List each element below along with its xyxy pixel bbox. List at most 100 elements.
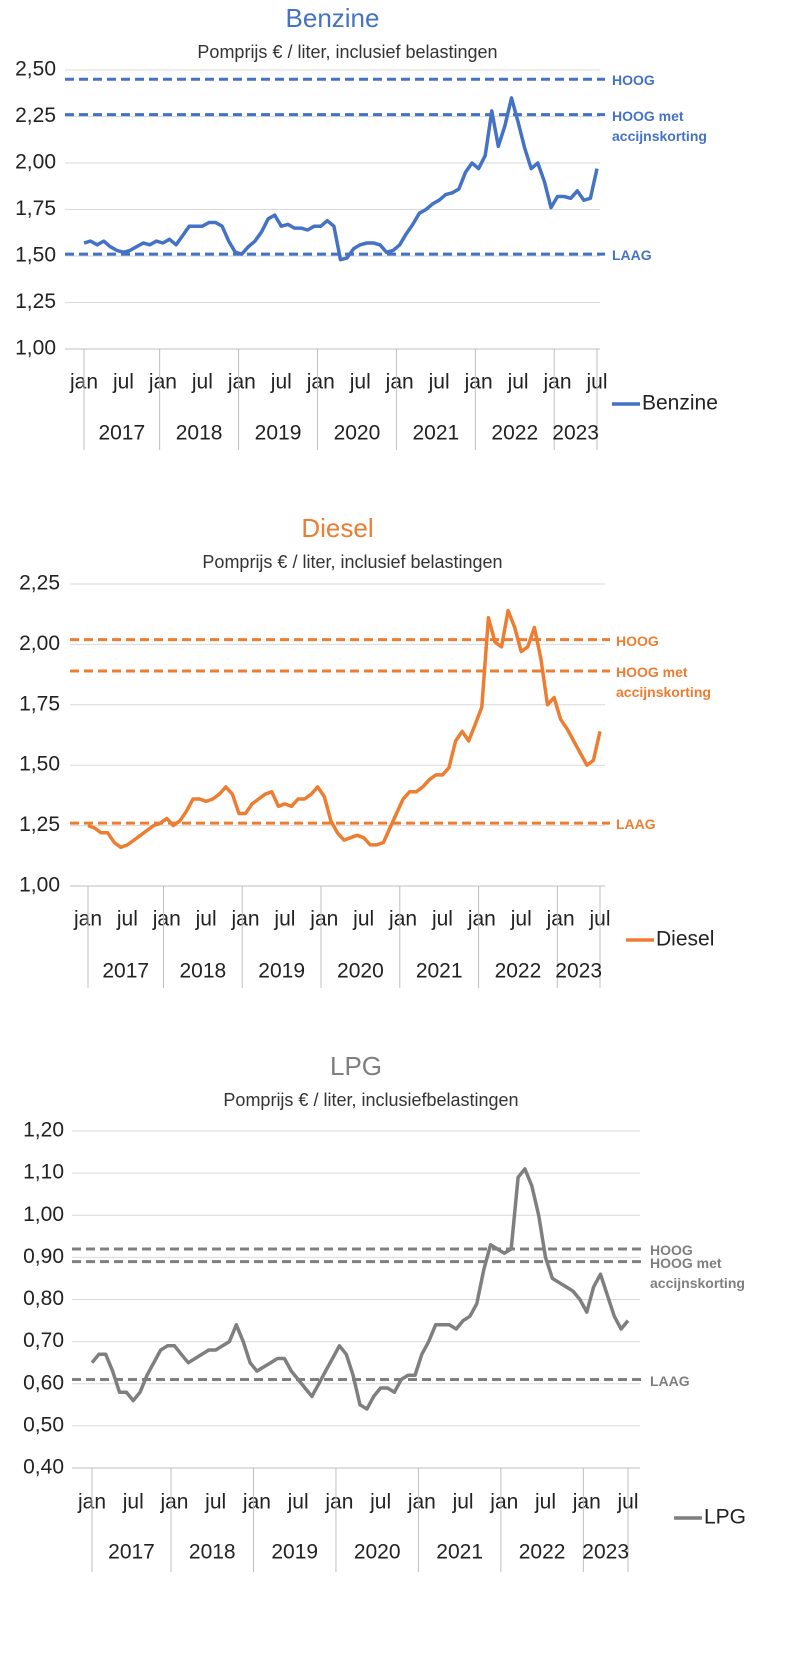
y-tick-label: 1,20 bbox=[23, 1119, 64, 1142]
x-tick-label: jan bbox=[242, 1491, 271, 1514]
y-tick-label: 1,00 bbox=[23, 1203, 64, 1226]
reference-label: HOOG bbox=[616, 632, 659, 649]
reference-label-box: HOOG met accijnskorting bbox=[612, 107, 707, 144]
x-tick-label: jul bbox=[112, 371, 134, 394]
reference-label-box: LAAG bbox=[616, 816, 656, 833]
data-line bbox=[83, 96, 599, 262]
reference-label-box: HOOG bbox=[616, 632, 659, 649]
reference-label: HOOG met accijnskorting bbox=[650, 1254, 745, 1291]
x-tick-label: jan bbox=[543, 371, 572, 394]
x-tick-label: jan bbox=[407, 1491, 436, 1514]
legend-label: Diesel bbox=[656, 928, 714, 951]
reference-label-box: LAAG bbox=[612, 247, 652, 263]
y-tick-label: 1,50 bbox=[19, 753, 60, 776]
x-tick-label: jul bbox=[369, 1491, 391, 1514]
chart-subtitle: Pomprijs € / liter, inclusiefbelastingen bbox=[223, 1090, 518, 1110]
x-tick-label: jan bbox=[489, 1491, 518, 1514]
year-label: 2019 bbox=[255, 422, 302, 445]
year-label: 2020 bbox=[354, 1541, 401, 1564]
x-tick-label: jan bbox=[385, 371, 414, 394]
reference-label: HOOG met accijnskorting bbox=[612, 107, 707, 144]
y-tick-label: 2,00 bbox=[19, 632, 60, 655]
x-tick-label: jan bbox=[159, 1491, 188, 1514]
year-label: 2022 bbox=[495, 960, 542, 983]
y-tick-label: 2,00 bbox=[15, 151, 56, 174]
data-line bbox=[90, 1167, 630, 1411]
y-tick-label: 0,90 bbox=[23, 1245, 64, 1268]
reference-label: HOOG met accijnskorting bbox=[616, 663, 711, 700]
x-tick-label: jul bbox=[352, 908, 374, 931]
x-tick-label: jul bbox=[428, 371, 450, 394]
x-tick-label: jul bbox=[431, 908, 453, 931]
y-tick-label: 2,25 bbox=[19, 572, 60, 595]
year-label: 2021 bbox=[436, 1541, 483, 1564]
x-tick-label: jul bbox=[452, 1491, 474, 1514]
x-tick-label: jan bbox=[467, 908, 496, 931]
year-label: 2017 bbox=[108, 1541, 155, 1564]
x-tick-label: jul bbox=[270, 371, 292, 394]
year-label: 2019 bbox=[258, 960, 305, 983]
x-tick-label: jul bbox=[287, 1491, 309, 1514]
year-label: 2018 bbox=[180, 960, 227, 983]
x-tick-label: jan bbox=[227, 371, 256, 394]
y-tick-label: 1,00 bbox=[15, 337, 56, 360]
year-label: 2017 bbox=[98, 422, 145, 445]
year-label: 2019 bbox=[271, 1541, 318, 1564]
reference-label: LAAG bbox=[616, 816, 656, 833]
year-label: 2018 bbox=[189, 1541, 236, 1564]
y-tick-label: 0,50 bbox=[23, 1413, 64, 1436]
chart-subtitle: Pomprijs € / liter, inclusief belastinge… bbox=[197, 42, 497, 62]
x-tick-label: jul bbox=[116, 908, 138, 931]
year-label: 2021 bbox=[413, 422, 460, 445]
x-tick-label: jul bbox=[507, 371, 529, 394]
y-tick-label: 1,10 bbox=[23, 1161, 64, 1184]
y-tick-label: 0,70 bbox=[23, 1329, 64, 1352]
y-tick-label: 2,50 bbox=[15, 58, 56, 81]
x-tick-label: jan bbox=[324, 1491, 353, 1514]
year-label: 2023 bbox=[582, 1541, 629, 1564]
y-tick-label: 1,75 bbox=[19, 692, 60, 715]
x-tick-label: jan bbox=[464, 371, 493, 394]
reference-label-box: LAAG bbox=[650, 1372, 690, 1389]
reference-label: LAAG bbox=[650, 1372, 690, 1389]
y-tick-label: 1,25 bbox=[15, 290, 56, 313]
y-tick-label: 0,60 bbox=[23, 1371, 64, 1394]
legend-label: LPG bbox=[704, 1506, 746, 1529]
year-label: 2023 bbox=[555, 960, 602, 983]
chart-title: LPG bbox=[330, 1051, 382, 1081]
x-tick-label: jul bbox=[534, 1491, 556, 1514]
chart-title: Benzine bbox=[286, 3, 380, 33]
x-tick-label: jan bbox=[309, 908, 338, 931]
reference-label: HOOG bbox=[612, 72, 655, 89]
data-line bbox=[87, 608, 602, 850]
x-tick-label: jan bbox=[148, 371, 177, 394]
year-label: 2022 bbox=[519, 1541, 566, 1564]
x-tick-label: jan bbox=[152, 908, 181, 931]
reference-label: HOOG bbox=[650, 1241, 693, 1258]
year-label: 2018 bbox=[176, 422, 223, 445]
reference-label-box: HOOG bbox=[650, 1241, 693, 1258]
x-tick-label: jul bbox=[349, 371, 371, 394]
x-tick-label: jan bbox=[546, 908, 575, 931]
y-tick-label: 0,80 bbox=[23, 1287, 64, 1310]
year-label: 2020 bbox=[334, 422, 381, 445]
chart-subtitle: Pomprijs € / liter, inclusief belastinge… bbox=[202, 552, 502, 572]
x-tick-label: jan bbox=[388, 908, 417, 931]
x-tick-label: jul bbox=[204, 1491, 226, 1514]
reference-label-box: HOOG bbox=[612, 72, 655, 89]
year-label: 2021 bbox=[416, 960, 463, 983]
x-tick-label: jul bbox=[122, 1491, 144, 1514]
reference-label-box: HOOG met accijnskorting bbox=[616, 663, 711, 700]
y-tick-label: 1,50 bbox=[15, 244, 56, 267]
y-tick-label: 1,00 bbox=[19, 874, 60, 897]
x-tick-label: jul bbox=[273, 908, 295, 931]
y-tick-label: 0,40 bbox=[23, 1456, 64, 1479]
x-tick-label: jul bbox=[195, 908, 217, 931]
x-tick-label: jan bbox=[572, 1491, 601, 1514]
chart-title: Diesel bbox=[301, 513, 373, 543]
year-label: 2022 bbox=[491, 422, 538, 445]
year-label: 2020 bbox=[337, 960, 384, 983]
x-tick-label: jan bbox=[306, 371, 335, 394]
year-label: 2023 bbox=[552, 422, 599, 445]
